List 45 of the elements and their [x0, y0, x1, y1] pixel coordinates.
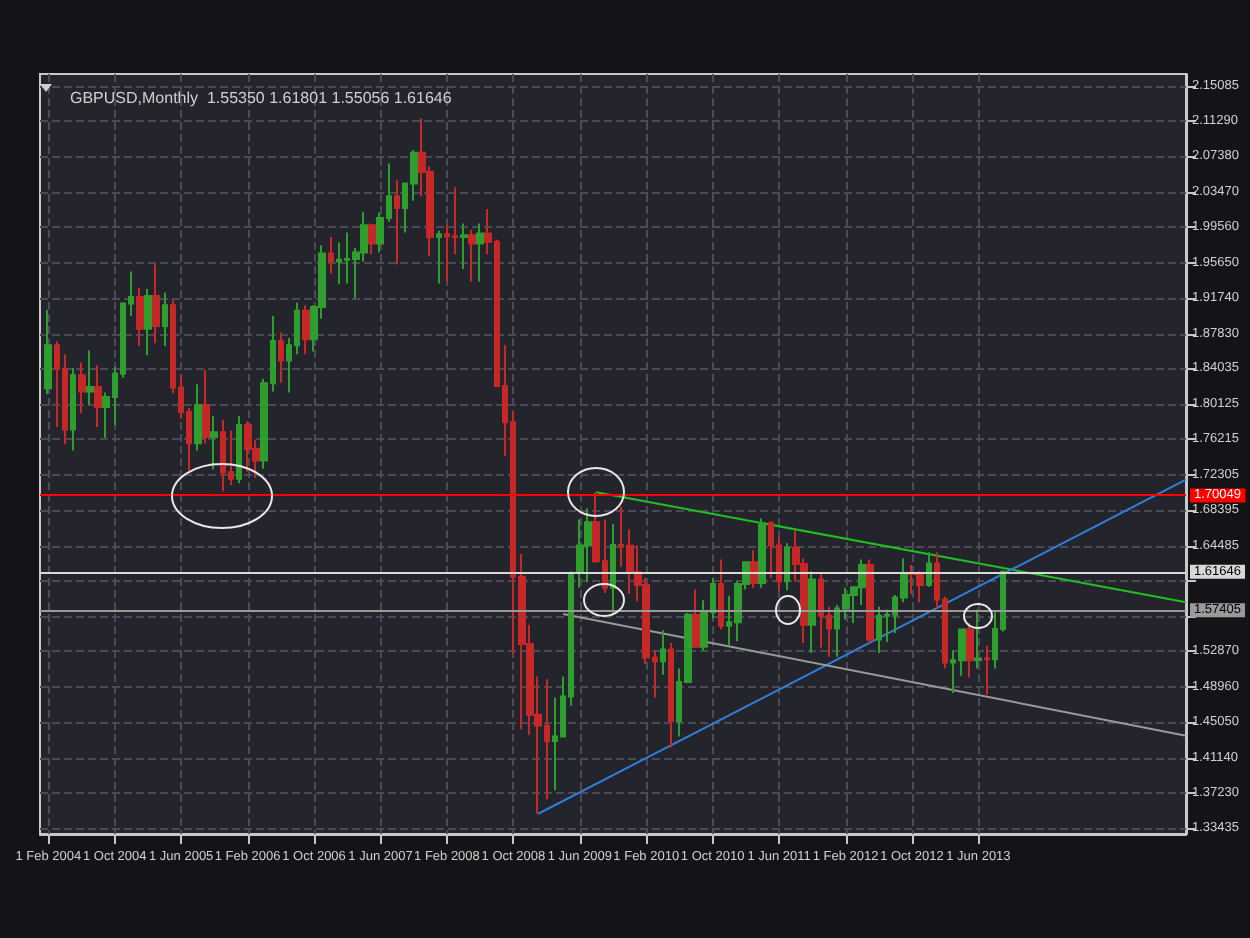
- candlestick: [818, 571, 824, 649]
- candlestick: [278, 331, 284, 384]
- candlestick: [808, 570, 816, 655]
- candlestick: [328, 236, 334, 275]
- candlestick: [784, 542, 790, 592]
- candlestick: [584, 507, 592, 584]
- candlestick: [302, 304, 310, 356]
- candlestick: [692, 588, 700, 649]
- candlestick: [202, 368, 210, 445]
- candlestick: [758, 517, 766, 589]
- candlestick: [244, 420, 252, 473]
- candlestick: [194, 383, 202, 452]
- candlestick: [152, 263, 160, 345]
- candlestick: [394, 178, 400, 266]
- candlestick: [44, 308, 52, 396]
- candlestick: [718, 558, 724, 631]
- candlestick: [70, 366, 76, 452]
- candlestick: [436, 229, 442, 285]
- candlestick: [210, 415, 218, 471]
- candlestick: [660, 629, 666, 676]
- candlestick: [94, 364, 102, 428]
- candlestick: [220, 418, 226, 493]
- candlestick: [668, 642, 674, 749]
- candlestick: [136, 286, 144, 348]
- candlestick: [876, 605, 882, 655]
- candlestick: [144, 287, 152, 357]
- candlestick: [610, 523, 616, 615]
- candlestick: [78, 361, 86, 415]
- candlestick: [750, 549, 758, 589]
- candlestick: [966, 622, 974, 679]
- candlestick: [926, 551, 932, 588]
- candlestick: [916, 570, 924, 604]
- candlestick: [236, 415, 242, 485]
- candlestick: [984, 644, 990, 696]
- candlestick: [468, 228, 476, 283]
- candlestick: [908, 563, 916, 595]
- candlestick: [368, 222, 376, 256]
- candlestick: [476, 222, 484, 283]
- candlestick: [460, 222, 468, 270]
- candlestick: [336, 241, 342, 286]
- candlestick: [162, 291, 168, 348]
- candlestick: [866, 558, 874, 645]
- candlestick: [86, 349, 94, 407]
- text: GBPUSD,Monthly 1.55350 1.61801 1.55056 1.61646: [70, 89, 453, 107]
- candlestick: [974, 608, 982, 670]
